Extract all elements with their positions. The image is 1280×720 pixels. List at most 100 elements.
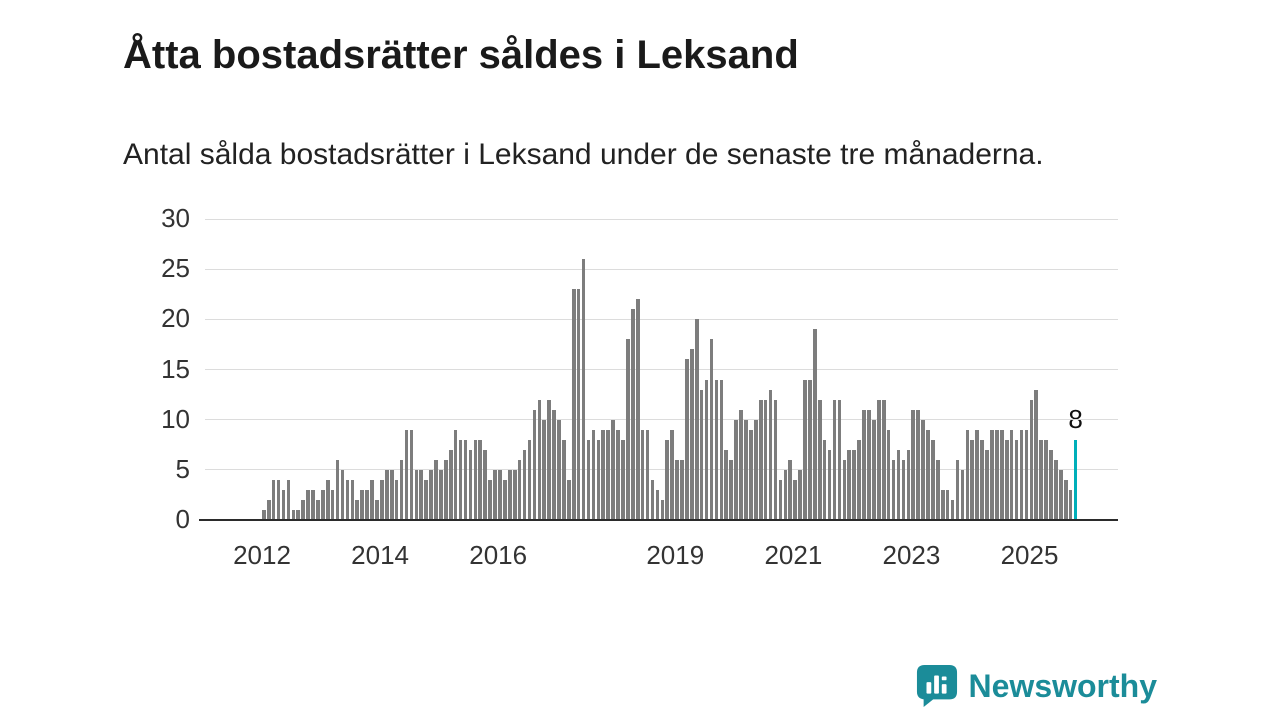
bar <box>601 429 606 520</box>
bar <box>424 479 428 520</box>
x-tick-label: 2023 <box>882 540 941 570</box>
bar <box>788 459 793 520</box>
bar <box>478 439 483 520</box>
bar <box>650 479 655 520</box>
bar <box>758 399 763 520</box>
bar <box>571 289 576 520</box>
bar <box>808 379 812 520</box>
page-title: Åtta bostadsrätter såldes i Leksand <box>123 32 799 77</box>
y-tick-label: 30 <box>161 203 190 233</box>
bar <box>817 399 822 520</box>
y-tick-label: 15 <box>161 353 190 384</box>
bar <box>429 469 433 520</box>
bar <box>276 479 281 520</box>
bar <box>886 429 891 520</box>
bar <box>837 399 842 520</box>
bar <box>281 489 286 520</box>
bar <box>1024 429 1029 520</box>
bar <box>842 459 847 520</box>
newsworthy-wordmark: Newsworthy <box>968 667 1157 704</box>
gridline <box>205 318 1118 320</box>
bar <box>1073 439 1078 520</box>
bar <box>1063 479 1068 520</box>
bar <box>325 479 330 520</box>
bar <box>311 489 315 520</box>
y-tick-label: 5 <box>175 453 190 484</box>
bar <box>365 489 369 520</box>
bar <box>542 419 547 520</box>
bar <box>955 459 960 520</box>
bar <box>596 439 601 520</box>
bar <box>434 459 438 520</box>
bar <box>335 459 340 520</box>
bar <box>729 459 733 520</box>
bar <box>581 259 586 520</box>
bar <box>670 429 674 520</box>
bar <box>872 419 876 520</box>
bar <box>562 439 566 520</box>
bar <box>355 499 360 520</box>
bar <box>1068 489 1073 520</box>
bar <box>960 469 965 520</box>
gridline <box>205 268 1118 270</box>
x-tick-label: 2014 <box>351 540 409 570</box>
bar <box>990 429 994 520</box>
bar <box>694 319 699 520</box>
bar <box>508 469 512 520</box>
bar <box>896 449 901 520</box>
bar <box>453 429 458 520</box>
bar <box>345 479 350 520</box>
bar <box>881 399 886 520</box>
bar <box>867 409 871 520</box>
bar <box>783 469 788 520</box>
bar <box>547 399 551 520</box>
bar <box>370 479 374 520</box>
last-value-label: 8 <box>1068 403 1083 434</box>
bar <box>675 459 679 520</box>
bar <box>690 349 694 520</box>
bar <box>316 499 320 520</box>
bar <box>901 459 906 520</box>
bar <box>1004 439 1009 520</box>
bar <box>1019 429 1024 520</box>
bar <box>704 379 709 520</box>
bar <box>945 489 950 520</box>
bar <box>1039 439 1043 520</box>
bar <box>483 449 487 520</box>
bar <box>827 449 832 520</box>
bar <box>444 459 448 520</box>
bar <box>936 459 940 520</box>
plot-area <box>199 218 1118 521</box>
bar <box>635 299 640 520</box>
bar <box>660 499 665 520</box>
bar <box>517 459 522 520</box>
bar <box>950 499 955 520</box>
bar <box>906 449 911 520</box>
bar <box>744 419 748 520</box>
bar <box>734 419 738 520</box>
bar <box>940 489 945 520</box>
bar <box>847 449 852 520</box>
bar <box>611 419 615 520</box>
bar <box>699 389 704 520</box>
bar <box>877 399 881 520</box>
bar <box>985 449 989 520</box>
bar <box>916 409 920 520</box>
bar <box>321 489 325 520</box>
bar <box>645 429 650 520</box>
bar <box>448 449 453 520</box>
bar <box>360 489 364 520</box>
bar <box>557 419 561 520</box>
bar <box>975 429 979 520</box>
bar <box>291 509 296 520</box>
bar <box>640 429 645 520</box>
bar <box>778 479 783 520</box>
bar <box>439 469 443 520</box>
newsworthy-logo: Newsworthy <box>916 664 1157 708</box>
bar <box>685 359 689 520</box>
gridline <box>205 218 1118 220</box>
bar <box>493 469 497 520</box>
bar <box>414 469 419 520</box>
y-tick-label: 25 <box>161 253 190 284</box>
bar <box>798 469 802 520</box>
